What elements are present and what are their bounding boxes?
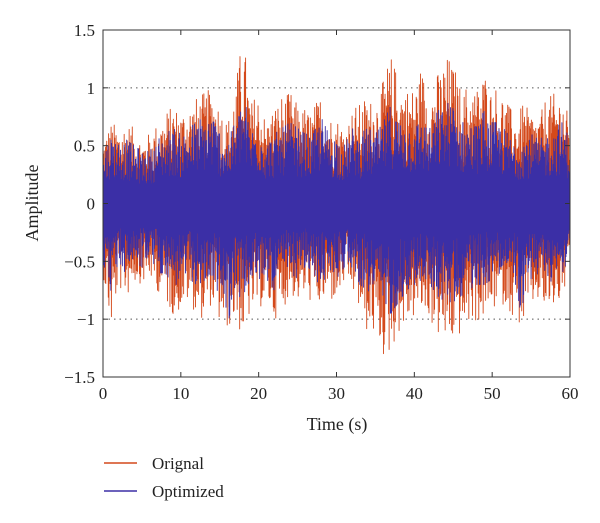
x-axis-title: Time (s): [307, 414, 368, 435]
x-tick-label: 50: [484, 384, 501, 403]
y-tick-label: 0.5: [74, 137, 95, 156]
y-axis-title: Amplitude: [22, 164, 42, 241]
y-tick-label: 1: [87, 79, 96, 98]
x-tick-label: 0: [99, 384, 108, 403]
legend-label-optimized: Optimized: [152, 482, 224, 501]
y-tick-label: 0: [87, 195, 96, 214]
x-tick-label: 40: [406, 384, 423, 403]
legend: Orignal Optimized: [104, 454, 224, 501]
y-tick-label: −0.5: [64, 252, 95, 271]
x-tick-label: 10: [172, 384, 189, 403]
x-tick-label: 30: [328, 384, 345, 403]
y-tick-label: −1: [77, 310, 95, 329]
y-tick-label: −1.5: [64, 368, 95, 387]
x-tick-label: 60: [562, 384, 579, 403]
y-tick-label: 1.5: [74, 21, 95, 40]
x-tick-label: 20: [250, 384, 267, 403]
series-line-optimized: [102, 102, 571, 319]
grid: [103, 87, 570, 320]
plot-series: [102, 56, 571, 355]
legend-label-orignal: Orignal: [152, 454, 204, 473]
axes: 0 10 20 30 40 50 60 1.5 1 0.5 0 −0.5 −1 −1.5: [64, 21, 578, 403]
